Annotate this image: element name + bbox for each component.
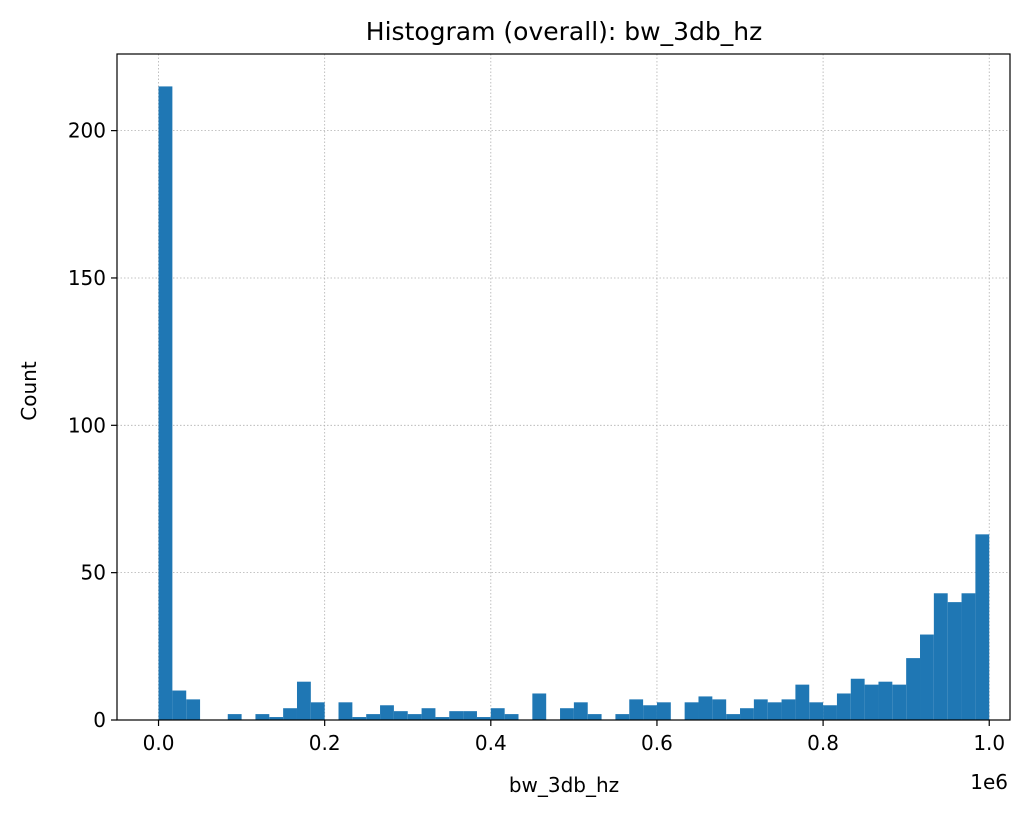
x-axis-offset-label: 1e6 xyxy=(970,770,1008,794)
histogram-bar xyxy=(227,714,242,720)
histogram-bar xyxy=(504,714,519,720)
histogram-bar xyxy=(186,699,201,720)
histogram-bar xyxy=(712,699,727,720)
y-tick-label: 200 xyxy=(68,119,106,143)
histogram-bar xyxy=(947,602,962,720)
histogram-bar xyxy=(975,534,990,720)
histogram-bar xyxy=(310,702,325,720)
y-axis-ticks: 0 50 100 150 200 xyxy=(68,119,117,732)
histogram-bar xyxy=(380,705,394,720)
histogram-bar xyxy=(490,708,505,720)
y-axis-label: Count xyxy=(17,361,41,421)
histogram-bar xyxy=(296,681,311,720)
histogram-bar xyxy=(767,702,782,720)
axes-frame xyxy=(116,53,1011,721)
histogram-bar xyxy=(878,681,893,720)
x-tick-label: 0.8 xyxy=(807,731,839,755)
histogram-bar xyxy=(656,702,671,720)
histogram-bar xyxy=(407,714,422,720)
x-tick-label: 0.0 xyxy=(143,731,175,755)
histogram-bar xyxy=(961,593,976,720)
x-tick-label: 0.2 xyxy=(309,731,341,755)
histogram-bar xyxy=(795,684,810,720)
histogram-bar xyxy=(809,702,824,720)
y-tick-label: 0 xyxy=(93,708,106,732)
histogram-bar xyxy=(393,711,408,720)
histogram-bar xyxy=(643,705,657,720)
histogram-bar xyxy=(255,714,270,720)
histogram-bar xyxy=(684,702,699,720)
x-axis-label: bw_3db_hz xyxy=(509,773,619,797)
histogram-bar xyxy=(352,717,367,720)
histogram-bar xyxy=(906,658,921,720)
histogram-bar xyxy=(421,708,436,720)
histogram-bar xyxy=(823,705,837,720)
histogram-bar xyxy=(338,702,353,720)
x-axis-ticks: 0.0 0.2 0.4 0.6 0.8 1.0 xyxy=(143,720,1005,755)
chart-title: Histogram (overall): bw_3db_hz xyxy=(366,17,762,46)
histogram-bar xyxy=(629,699,644,720)
histogram-bar xyxy=(698,696,713,720)
histogram-bar xyxy=(573,702,588,720)
bars xyxy=(158,86,990,720)
histogram-bar xyxy=(850,678,865,720)
histogram-bar xyxy=(532,693,547,720)
y-tick-label: 150 xyxy=(68,266,106,290)
histogram-bar xyxy=(269,717,284,720)
histogram-bar xyxy=(892,684,907,720)
histogram-bar xyxy=(587,714,602,720)
histogram-bar xyxy=(781,699,796,720)
histogram-bar xyxy=(449,711,464,720)
histogram-bar xyxy=(476,717,491,720)
histogram-bar xyxy=(933,593,948,720)
histogram-bar xyxy=(158,86,173,720)
histogram-bar xyxy=(726,714,741,720)
histogram-bar xyxy=(366,714,381,720)
histogram-bar xyxy=(836,693,851,720)
histogram-bar xyxy=(864,684,879,720)
histogram-bar xyxy=(753,699,768,720)
histogram-bar xyxy=(435,717,450,720)
histogram-bar xyxy=(740,708,754,720)
histogram-bar xyxy=(463,711,477,720)
histogram-bar xyxy=(920,634,934,720)
x-tick-label: 1.0 xyxy=(973,731,1005,755)
histogram-bar xyxy=(560,708,574,720)
histogram-bar xyxy=(283,708,297,720)
histogram-bar xyxy=(172,690,187,720)
x-tick-label: 0.6 xyxy=(641,731,673,755)
y-tick-label: 100 xyxy=(68,413,106,437)
y-tick-label: 50 xyxy=(81,561,106,585)
histogram-bar xyxy=(615,714,630,720)
x-tick-label: 0.4 xyxy=(475,731,507,755)
